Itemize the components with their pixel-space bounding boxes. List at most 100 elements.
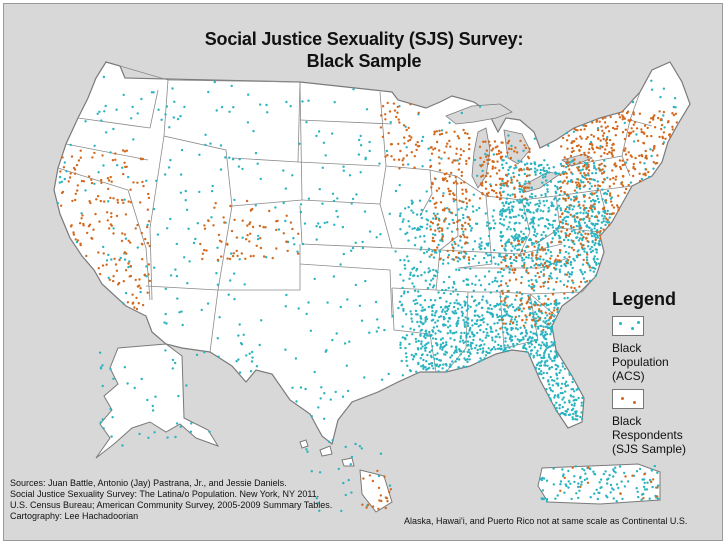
acs-dot xyxy=(499,217,502,221)
sjs-dot xyxy=(438,219,441,222)
acs-dot xyxy=(632,140,636,143)
acs-dot xyxy=(650,88,654,91)
acs-dot xyxy=(550,341,553,344)
acs-dot xyxy=(552,166,555,169)
acs-dot xyxy=(504,322,508,325)
sjs-dot xyxy=(268,209,271,213)
acs-dot xyxy=(566,296,569,300)
sjs-dot xyxy=(222,216,225,219)
acs-dot xyxy=(606,482,609,485)
acs-dot xyxy=(572,377,575,381)
acs-dot xyxy=(440,310,444,313)
acs-dot xyxy=(493,322,496,325)
acs-dot xyxy=(154,395,157,398)
acs-dot xyxy=(564,250,568,254)
acs-dot xyxy=(582,217,586,220)
acs-dot xyxy=(556,494,559,497)
acs-dot xyxy=(564,390,567,393)
acs-dot xyxy=(570,497,573,501)
acs-dot xyxy=(501,326,504,329)
acs-dot xyxy=(536,232,539,235)
acs-dot xyxy=(485,252,488,255)
acs-dot xyxy=(578,221,581,225)
acs-dot xyxy=(404,125,407,128)
acs-dot xyxy=(588,187,591,190)
acs-dot xyxy=(434,363,437,366)
sjs-dot xyxy=(147,273,150,276)
acs-dot xyxy=(580,233,583,237)
acs-dot xyxy=(504,242,507,246)
sjs-dot xyxy=(497,149,501,153)
sjs-dot xyxy=(535,256,538,260)
acs-dot xyxy=(328,440,331,443)
acs-dot xyxy=(357,153,361,156)
acs-dot xyxy=(429,298,432,302)
acs-dot xyxy=(466,307,470,310)
acs-dot xyxy=(545,341,548,345)
acs-dot xyxy=(598,211,601,214)
sjs-dot xyxy=(455,152,458,155)
title-line-2: Black Sample xyxy=(306,51,422,71)
acs-dot xyxy=(431,250,434,253)
acs-dot xyxy=(552,262,556,265)
sjs-dot xyxy=(514,164,517,167)
acs-dot xyxy=(489,291,492,294)
source-line: Sources: Juan Battle, Antonio (Jay) Past… xyxy=(10,478,287,488)
acs-dot xyxy=(499,209,503,212)
acs-dot xyxy=(258,343,261,347)
acs-dot xyxy=(573,242,576,246)
acs-dot xyxy=(425,190,428,193)
acs-dot xyxy=(172,116,175,119)
sjs-dot xyxy=(519,299,523,302)
sjs-dot xyxy=(72,233,76,236)
acs-dot xyxy=(453,301,456,305)
acs-dot xyxy=(576,232,580,235)
acs-dot xyxy=(442,324,445,327)
acs-dot xyxy=(439,239,442,242)
acs-dot xyxy=(550,325,554,328)
acs-dot xyxy=(600,486,603,489)
acs-dot xyxy=(559,207,562,210)
acs-dot xyxy=(544,321,547,324)
sjs-dot xyxy=(520,249,524,253)
sjs-dot xyxy=(515,151,519,154)
sjs-dot xyxy=(638,112,642,115)
acs-dot xyxy=(536,325,540,328)
acs-dot xyxy=(531,243,534,246)
acs-dot xyxy=(512,342,515,346)
acs-dot xyxy=(203,351,206,354)
acs-dot xyxy=(507,172,510,176)
acs-dot xyxy=(572,130,576,133)
acs-dot xyxy=(568,371,571,375)
acs-dot xyxy=(403,264,406,267)
sjs-dot xyxy=(438,162,441,165)
sjs-dot xyxy=(580,137,583,140)
acs-dot xyxy=(581,272,584,276)
sjs-dot xyxy=(622,116,625,119)
acs-dot xyxy=(229,279,232,282)
acs-dot xyxy=(552,288,555,291)
sjs-dot xyxy=(603,151,606,155)
sjs-dot xyxy=(597,167,600,170)
acs-dot xyxy=(581,396,584,400)
acs-dot xyxy=(621,497,624,501)
acs-dot xyxy=(299,203,303,206)
acs-dot xyxy=(121,444,124,447)
sjs-dot xyxy=(568,204,571,207)
sjs-dot xyxy=(461,188,464,191)
acs-dot xyxy=(626,480,630,483)
sjs-dot xyxy=(460,174,463,177)
sjs-dot xyxy=(569,224,573,228)
acs-dot xyxy=(579,211,582,214)
sjs-dot xyxy=(457,168,460,171)
sjs-dot xyxy=(97,251,100,254)
acs-dot xyxy=(546,245,550,249)
sjs-dot xyxy=(390,155,393,158)
acs-dot xyxy=(643,478,646,481)
acs-dot xyxy=(526,162,529,165)
sjs-dot xyxy=(621,110,624,113)
sjs-dot xyxy=(439,201,443,204)
acs-dot xyxy=(383,328,386,332)
acs-dot xyxy=(165,105,169,108)
sjs-dot xyxy=(397,142,400,146)
